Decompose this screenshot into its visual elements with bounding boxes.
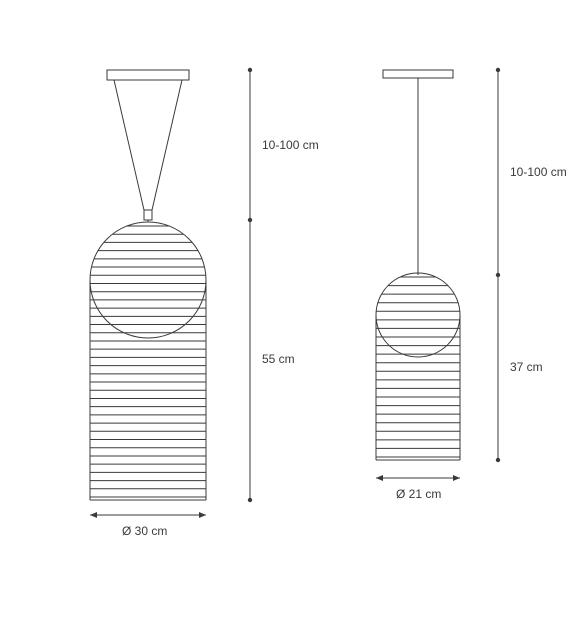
left-bottom-height-label: 55 cm [262, 352, 295, 366]
diagram-svg [0, 0, 574, 642]
right-width-label: Ø 21 cm [396, 487, 441, 501]
right-bottom-height-label: 37 cm [510, 360, 543, 374]
left-top-height-label: 10-100 cm [262, 138, 319, 152]
diagram-container: 10-100 cm 55 cm Ø 30 cm 10-100 cm 37 cm … [0, 0, 574, 642]
right-top-height-label: 10-100 cm [510, 165, 567, 179]
left-width-label: Ø 30 cm [122, 524, 167, 538]
